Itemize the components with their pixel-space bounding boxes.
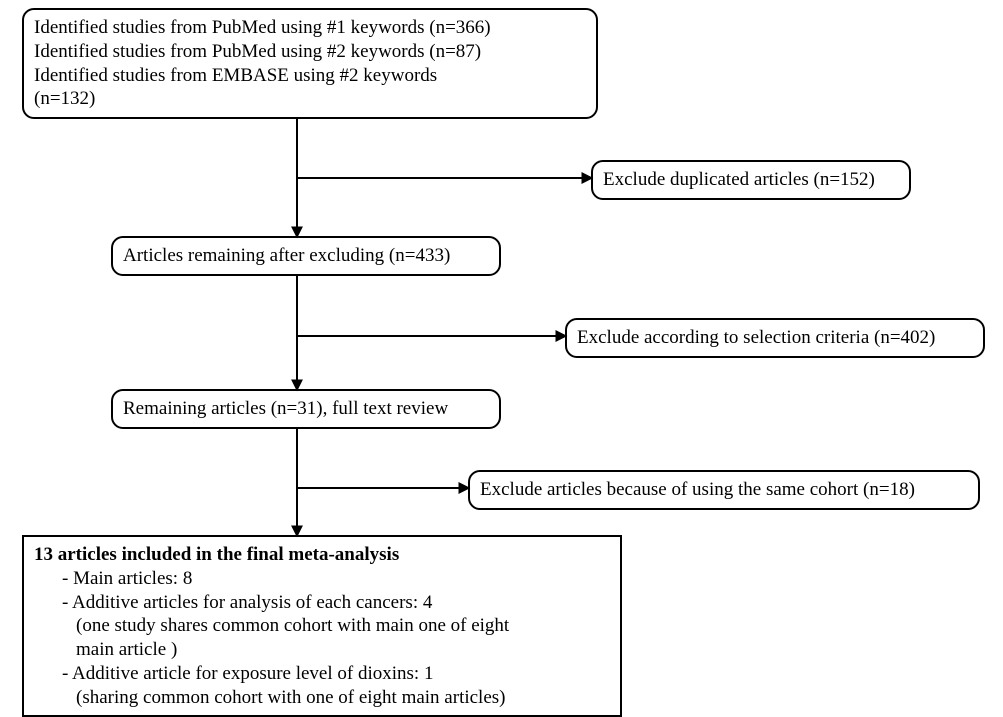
node-exclude-duplicates: Exclude duplicated articles (n=152)	[591, 160, 911, 200]
ident-line-2: Identified studies from PubMed using #2 …	[34, 41, 481, 62]
node-identification: Identified studies from PubMed using #1 …	[22, 8, 598, 119]
ident-line-4: (n=132)	[34, 88, 95, 109]
edge-ident-to-excldup	[297, 118, 591, 178]
final-bullet-2-sub1: (one study shares common cohort with mai…	[34, 614, 610, 638]
final-bullet-2: - Additive articles for analysis of each…	[34, 591, 610, 615]
exclude-criteria-text: Exclude according to selection criteria …	[577, 327, 935, 348]
edge-fulltext-to-exclcohort	[297, 429, 468, 488]
node-remaining-after-excluding: Articles remaining after excluding (n=43…	[111, 236, 501, 276]
node-fulltext-review: Remaining articles (n=31), full text rev…	[111, 389, 501, 429]
exclude-dup-text: Exclude duplicated articles (n=152)	[603, 169, 875, 190]
edge-remaining-to-exclcrit	[297, 276, 565, 336]
final-bullet-2-sub2: main article )	[34, 638, 610, 662]
node-exclude-criteria: Exclude according to selection criteria …	[565, 318, 985, 358]
ident-line-3: Identified studies from EMBASE using #2 …	[34, 65, 437, 86]
final-bullet-3: - Additive article for exposure level of…	[34, 662, 610, 686]
ident-line-1: Identified studies from PubMed using #1 …	[34, 17, 491, 38]
exclude-cohort-text: Exclude articles because of using the sa…	[480, 479, 915, 500]
final-title: 13 articles included in the final meta-a…	[34, 544, 399, 565]
node-final: 13 articles included in the final meta-a…	[22, 535, 622, 717]
node-exclude-cohort: Exclude articles because of using the sa…	[468, 470, 980, 510]
fulltext-text: Remaining articles (n=31), full text rev…	[123, 398, 448, 419]
final-bullet-1: - Main articles: 8	[34, 567, 610, 591]
final-bullet-3-sub1: (sharing common cohort with one of eight…	[34, 686, 610, 710]
remaining-text: Articles remaining after excluding (n=43…	[123, 245, 450, 266]
